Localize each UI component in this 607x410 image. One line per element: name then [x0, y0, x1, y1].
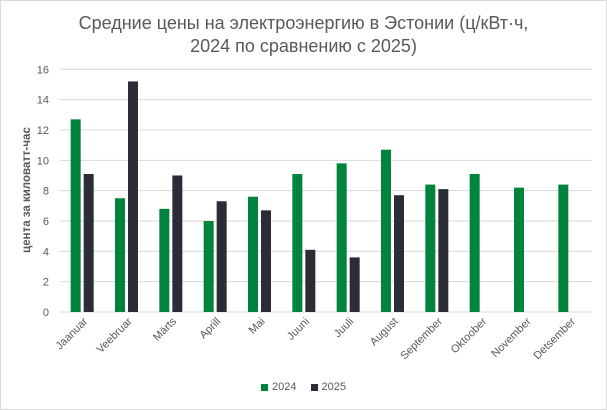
x-tick-label: August [368, 316, 401, 349]
x-tick-label: Juuli [332, 316, 356, 340]
y-tick-label: 4 [43, 246, 49, 258]
x-tick-label: November [489, 315, 534, 360]
chart-title-line-1: Средние цены на электроэнергию в Эстонии… [78, 13, 529, 33]
x-tick-label: Jaanuar [54, 315, 91, 352]
chart-title: Средние цены на электроэнергию в Эстонии… [0, 12, 607, 58]
bar-2024-Juuli [336, 163, 347, 312]
legend-swatch [310, 383, 318, 391]
bar-2025-Aprill [216, 201, 227, 312]
y-tick-label: 2 [43, 277, 49, 289]
bar-2024-Juuni [292, 173, 303, 312]
legend-swatch [261, 383, 269, 391]
bar-2024-Jaanuar [70, 119, 81, 312]
y-tick-label: 16 [37, 64, 49, 76]
legend-item-2024: 2024 [261, 381, 297, 393]
y-tick-label: 8 [43, 186, 49, 198]
x-tick-label: Detsember [531, 315, 578, 362]
bar-2024-Mai [248, 196, 258, 312]
x-tick-label: Märts [151, 315, 179, 343]
x-tick-label: Juuni [285, 316, 312, 343]
y-tick-label: 12 [37, 125, 49, 137]
bar-2024-Märts [159, 208, 170, 312]
bar-2024-August [381, 149, 391, 312]
bar-2025-Märts [172, 175, 183, 312]
x-tick-label: Mai [247, 316, 268, 337]
legend-label: 2024 [272, 381, 297, 393]
bar-2025-Veebruar [128, 81, 138, 312]
bar-2024-Oktoober [469, 173, 480, 312]
x-tick-label: Aprill [198, 316, 224, 342]
bar-2025-September [438, 189, 449, 312]
y-axis-label: цента за киловатт-час [21, 127, 33, 253]
y-tick-label: 10 [37, 155, 49, 167]
x-tick-label: Veebruar [95, 315, 135, 355]
chart-title-line-2: 2024 по сравнению с 2025) [190, 36, 417, 56]
chart-legend: 2024 2025 [0, 381, 607, 393]
y-tick-label: 14 [37, 95, 49, 107]
x-tick-label: Oktoober [449, 315, 490, 356]
bar-2024-November [514, 187, 524, 312]
y-tick-label: 6 [43, 216, 49, 228]
y-tick-label: 0 [43, 307, 49, 319]
legend-item-2025: 2025 [310, 381, 346, 393]
legend-label: 2025 [321, 381, 346, 393]
bar-2024-Aprill [203, 220, 214, 312]
bar-2025-Mai [261, 210, 271, 312]
bar-2024-Detsember [558, 184, 569, 312]
bar-2025-Juuli [349, 257, 360, 312]
bar-2024-September [425, 184, 436, 312]
bar-2025-August [394, 195, 404, 312]
bar-2025-Juuni [305, 249, 316, 312]
x-tick-label: September [398, 315, 445, 362]
bar-2024-Veebruar [115, 198, 125, 312]
bar-2025-Jaanuar [83, 173, 94, 312]
